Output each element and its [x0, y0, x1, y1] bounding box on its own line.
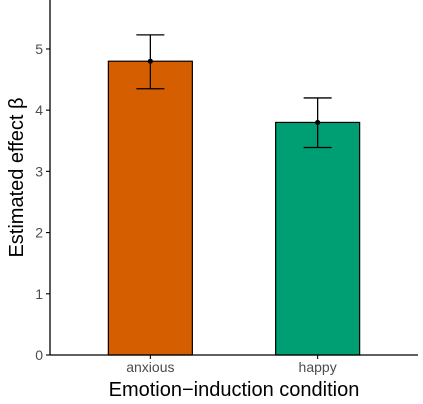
y-axis-ticks: 0 1 2 3 4 5 [35, 41, 50, 363]
x-axis-title: Emotion−induction condition [109, 379, 360, 401]
x-tick-label-happy: happy [299, 359, 337, 375]
point-estimate-happy [315, 119, 321, 126]
x-tick-label-anxious: anxious [126, 359, 174, 375]
y-tick-label-4: 4 [35, 102, 43, 118]
y-axis-title: Estimated effect β [6, 97, 28, 257]
y-tick-label-0: 0 [35, 347, 43, 363]
y-tick-label-5: 5 [35, 41, 43, 57]
plot-area [107, 34, 361, 356]
bar-happy [275, 121, 361, 356]
y-tick-label-2: 2 [35, 225, 43, 241]
bar-anxious [107, 60, 193, 356]
point-estimate-anxious [147, 58, 153, 64]
y-tick-label-3: 3 [35, 163, 43, 179]
x-axis-ticks: anxious happy [126, 355, 337, 375]
y-tick-label-1: 1 [35, 286, 43, 302]
